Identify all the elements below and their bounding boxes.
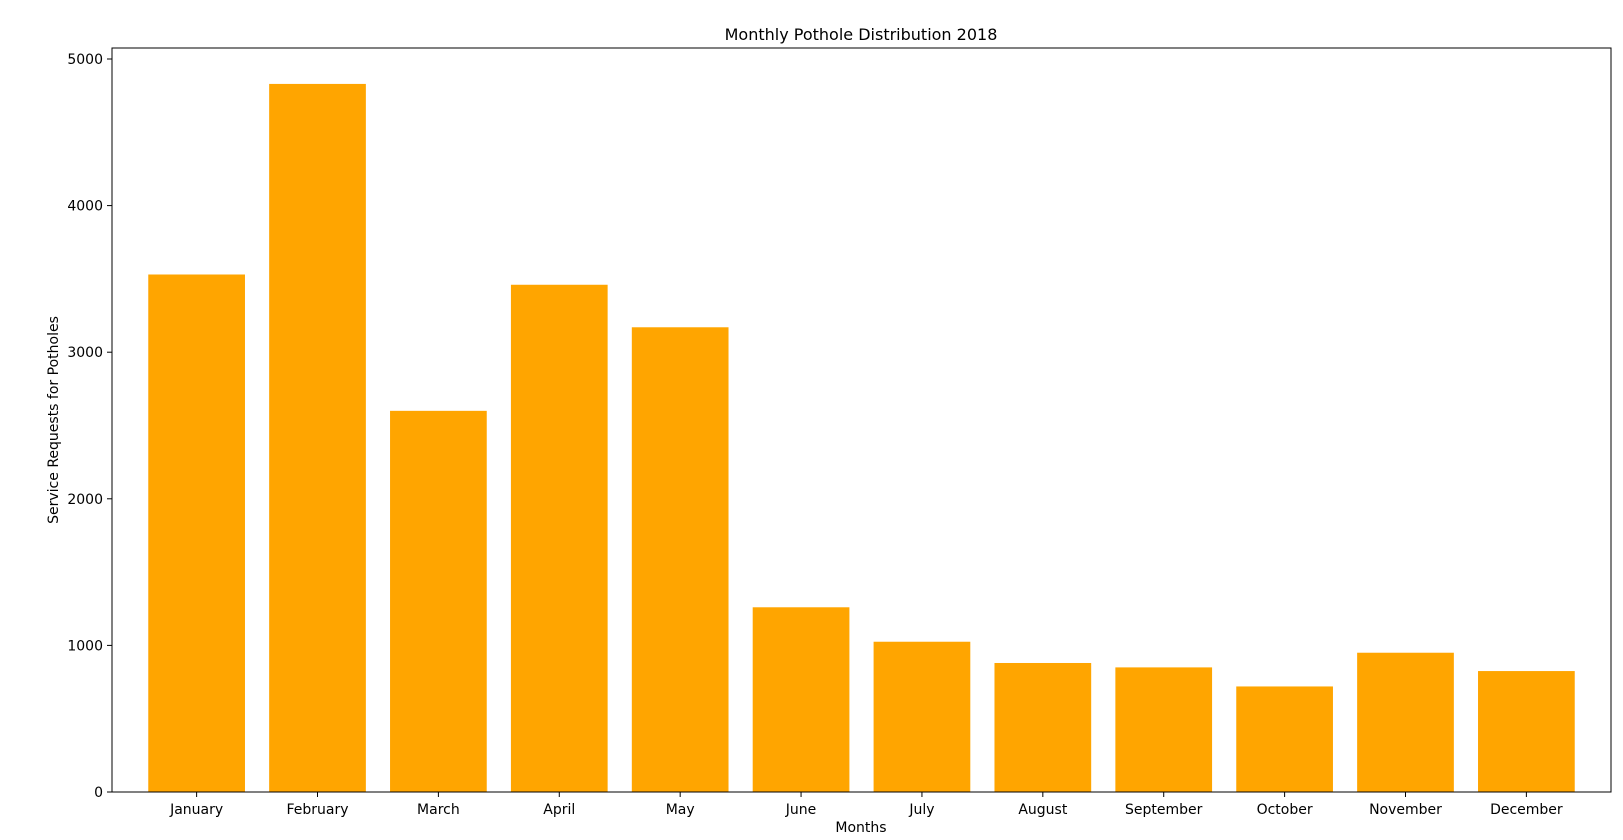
y-axis-label: Service Requests for Potholes xyxy=(46,316,62,524)
y-tick-label: 2000 xyxy=(67,492,103,508)
bar-february xyxy=(269,83,366,793)
y-tick-label: 5000 xyxy=(67,52,103,68)
y-tick-label: 4000 xyxy=(67,199,103,215)
bar-january xyxy=(148,274,245,792)
y-tick-label: 0 xyxy=(94,785,103,801)
x-axis-label: Months xyxy=(835,820,886,836)
bar-june xyxy=(752,607,850,792)
x-tick-label: January xyxy=(169,802,223,818)
bar-may xyxy=(631,327,729,792)
y-tick-label: 1000 xyxy=(67,638,103,654)
bar-april xyxy=(510,284,608,792)
y-ticks-group: 0 1000 2000 3000 4000 5000 xyxy=(67,52,112,801)
x-tick-label: August xyxy=(1018,802,1068,818)
x-tick-label: February xyxy=(286,802,348,818)
x-tick-label: September xyxy=(1125,802,1203,818)
plot-frame xyxy=(111,47,1612,793)
y-tick-label: 3000 xyxy=(67,345,103,361)
bar-november xyxy=(1357,652,1454,792)
x-tick-label: May xyxy=(666,802,695,818)
bar-march xyxy=(390,410,487,792)
x-tick-label: March xyxy=(417,802,460,818)
x-tick-label: December xyxy=(1490,802,1563,818)
bar-october xyxy=(1236,686,1333,792)
x-tick-label: June xyxy=(785,802,817,818)
x-tick-label: November xyxy=(1369,802,1442,818)
x-tick-label: October xyxy=(1257,802,1313,818)
x-tick-label: July xyxy=(908,802,934,818)
x-tick-label: April xyxy=(543,802,575,818)
chart-title: Monthly Pothole Distribution 2018 xyxy=(725,25,998,44)
bar-december xyxy=(1478,671,1575,792)
x-ticks-group: January February March April May June July Augu… xyxy=(169,792,1563,818)
bars-group xyxy=(148,83,1575,793)
bar-september xyxy=(1115,667,1213,792)
bar-august xyxy=(994,662,1092,792)
bar-july xyxy=(873,641,971,792)
